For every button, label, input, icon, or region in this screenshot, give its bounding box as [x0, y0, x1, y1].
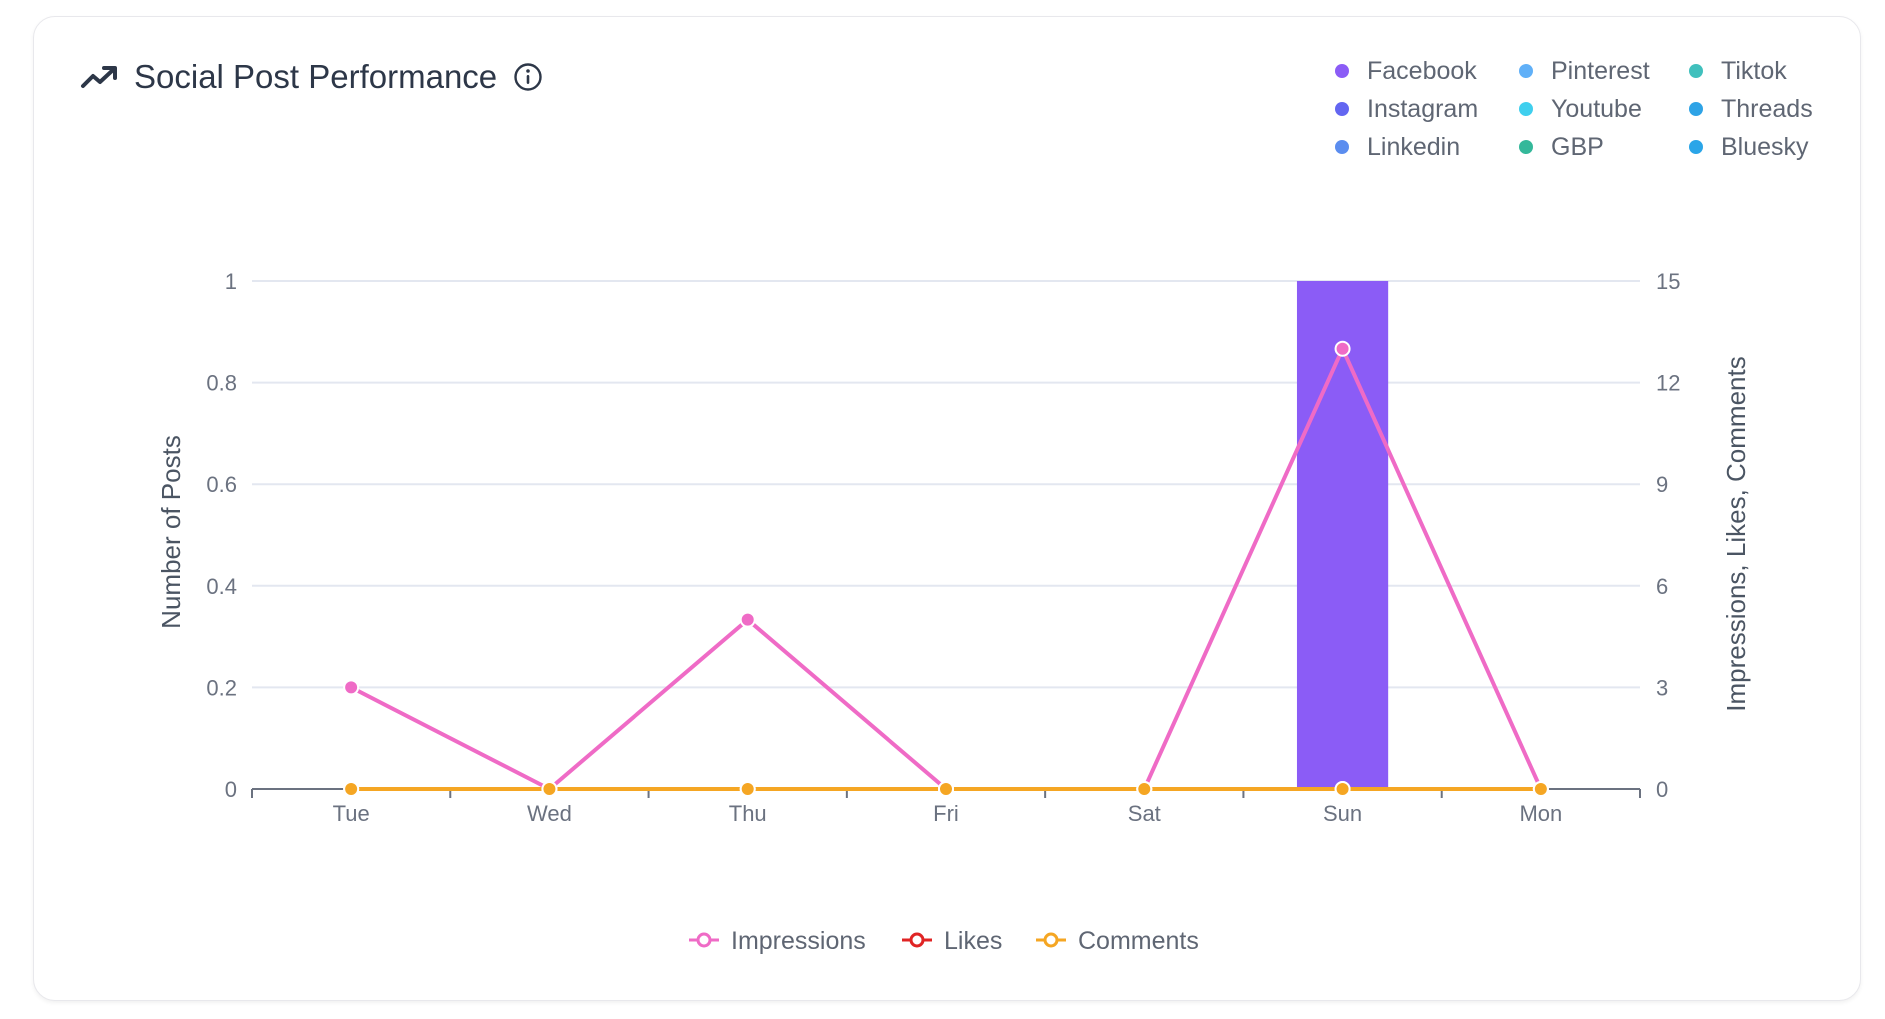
legend-label: Instagram	[1367, 94, 1479, 123]
legend-label: GBP	[1551, 132, 1604, 161]
info-icon[interactable]	[513, 62, 543, 92]
legend-dot-icon	[1335, 140, 1349, 154]
legend-label: Facebook	[1367, 56, 1477, 85]
legend-label: Impressions	[731, 927, 866, 955]
legend-marker-icon	[696, 932, 712, 948]
legend-label: Tiktok	[1721, 56, 1787, 85]
x-tick-label: Fri	[933, 801, 959, 826]
legend-item-impressions[interactable]: Impressions	[689, 927, 866, 955]
y-right-tick-label: 9	[1656, 472, 1668, 497]
point-impressions	[739, 611, 756, 628]
x-tick-label: Thu	[729, 801, 767, 826]
x-tick-label: Sun	[1323, 801, 1362, 826]
legend-label: Bluesky	[1721, 132, 1809, 161]
point-comments	[343, 781, 360, 797]
y-left-tick-label: 0.8	[206, 371, 237, 396]
x-tick-label: Tue	[333, 801, 370, 826]
legend-dot-icon	[1519, 64, 1533, 78]
legend-label: Threads	[1721, 94, 1813, 123]
legend-item-linkedin[interactable]: Linkedin	[1335, 132, 1519, 162]
point-impressions	[343, 679, 360, 696]
point-comments	[739, 781, 756, 797]
legend-item-tiktok[interactable]: Tiktok	[1689, 56, 1839, 86]
legend-label: Linkedin	[1367, 132, 1461, 161]
legend-label: Pinterest	[1551, 56, 1650, 85]
x-tick-label: Wed	[527, 801, 572, 826]
legend-item-threads[interactable]: Threads	[1689, 94, 1839, 124]
legend-item-facebook[interactable]: Facebook	[1335, 56, 1519, 86]
legend-item-instagram[interactable]: Instagram	[1335, 94, 1519, 124]
point-comments	[938, 781, 954, 797]
legend-item-likes[interactable]: Likes	[902, 927, 1002, 955]
legend-dot-icon	[1335, 64, 1349, 78]
point-comments	[1532, 781, 1549, 797]
chart-card	[33, 16, 1861, 1001]
y-right-tick-label: 3	[1656, 675, 1668, 700]
y-right-axis-title: Impressions, Likes, Comments	[1721, 356, 1751, 711]
legend-marker-icon	[1043, 932, 1059, 948]
chart-header: Social Post Performance	[80, 58, 543, 96]
legend-label: Likes	[944, 927, 1002, 955]
y-left-axis-title: Number of Posts	[156, 435, 186, 629]
legend-label: Youtube	[1551, 94, 1642, 123]
y-left-tick-label: 0.6	[206, 472, 237, 497]
point-comments	[1334, 781, 1351, 797]
x-tick-label: Mon	[1519, 801, 1562, 826]
point-comments	[1136, 781, 1153, 797]
y-right-tick-label: 6	[1656, 574, 1668, 599]
legend-dot-icon	[1689, 102, 1703, 116]
legend-item-comments[interactable]: Comments	[1036, 927, 1199, 955]
y-right-tick-label: 0	[1656, 777, 1668, 802]
legend-item-pinterest[interactable]: Pinterest	[1519, 56, 1689, 86]
legend-dot-icon	[1689, 64, 1703, 78]
legend-dot-icon	[1335, 102, 1349, 116]
y-left-tick-label: 0.4	[206, 574, 237, 599]
legend-dot-icon	[1689, 140, 1703, 154]
y-left-tick-label: 1	[225, 269, 237, 294]
x-tick-label: Sat	[1128, 801, 1161, 826]
y-left-tick-label: 0.2	[206, 675, 237, 700]
legend-item-youtube[interactable]: Youtube	[1519, 94, 1689, 124]
legend-marker-icon	[909, 932, 925, 948]
legend-item-bluesky[interactable]: Bluesky	[1689, 132, 1839, 162]
point-impressions	[1334, 340, 1351, 357]
legend-dot-icon	[1519, 140, 1533, 154]
legend-item-gbp[interactable]: GBP	[1519, 132, 1689, 162]
bar-facebook	[1296, 281, 1389, 789]
platform-legend: Facebook Pinterest Tiktok Instagram Youtube T…	[1335, 56, 1839, 162]
y-right-tick-label: 12	[1656, 371, 1680, 396]
trending-up-icon	[80, 64, 118, 90]
legend-label: Comments	[1078, 927, 1199, 955]
y-left-tick-label: 0	[225, 777, 237, 802]
point-comments	[541, 781, 558, 797]
chart-title: Social Post Performance	[134, 58, 498, 95]
legend-dot-icon	[1519, 102, 1533, 116]
y-right-tick-label: 15	[1656, 269, 1680, 294]
